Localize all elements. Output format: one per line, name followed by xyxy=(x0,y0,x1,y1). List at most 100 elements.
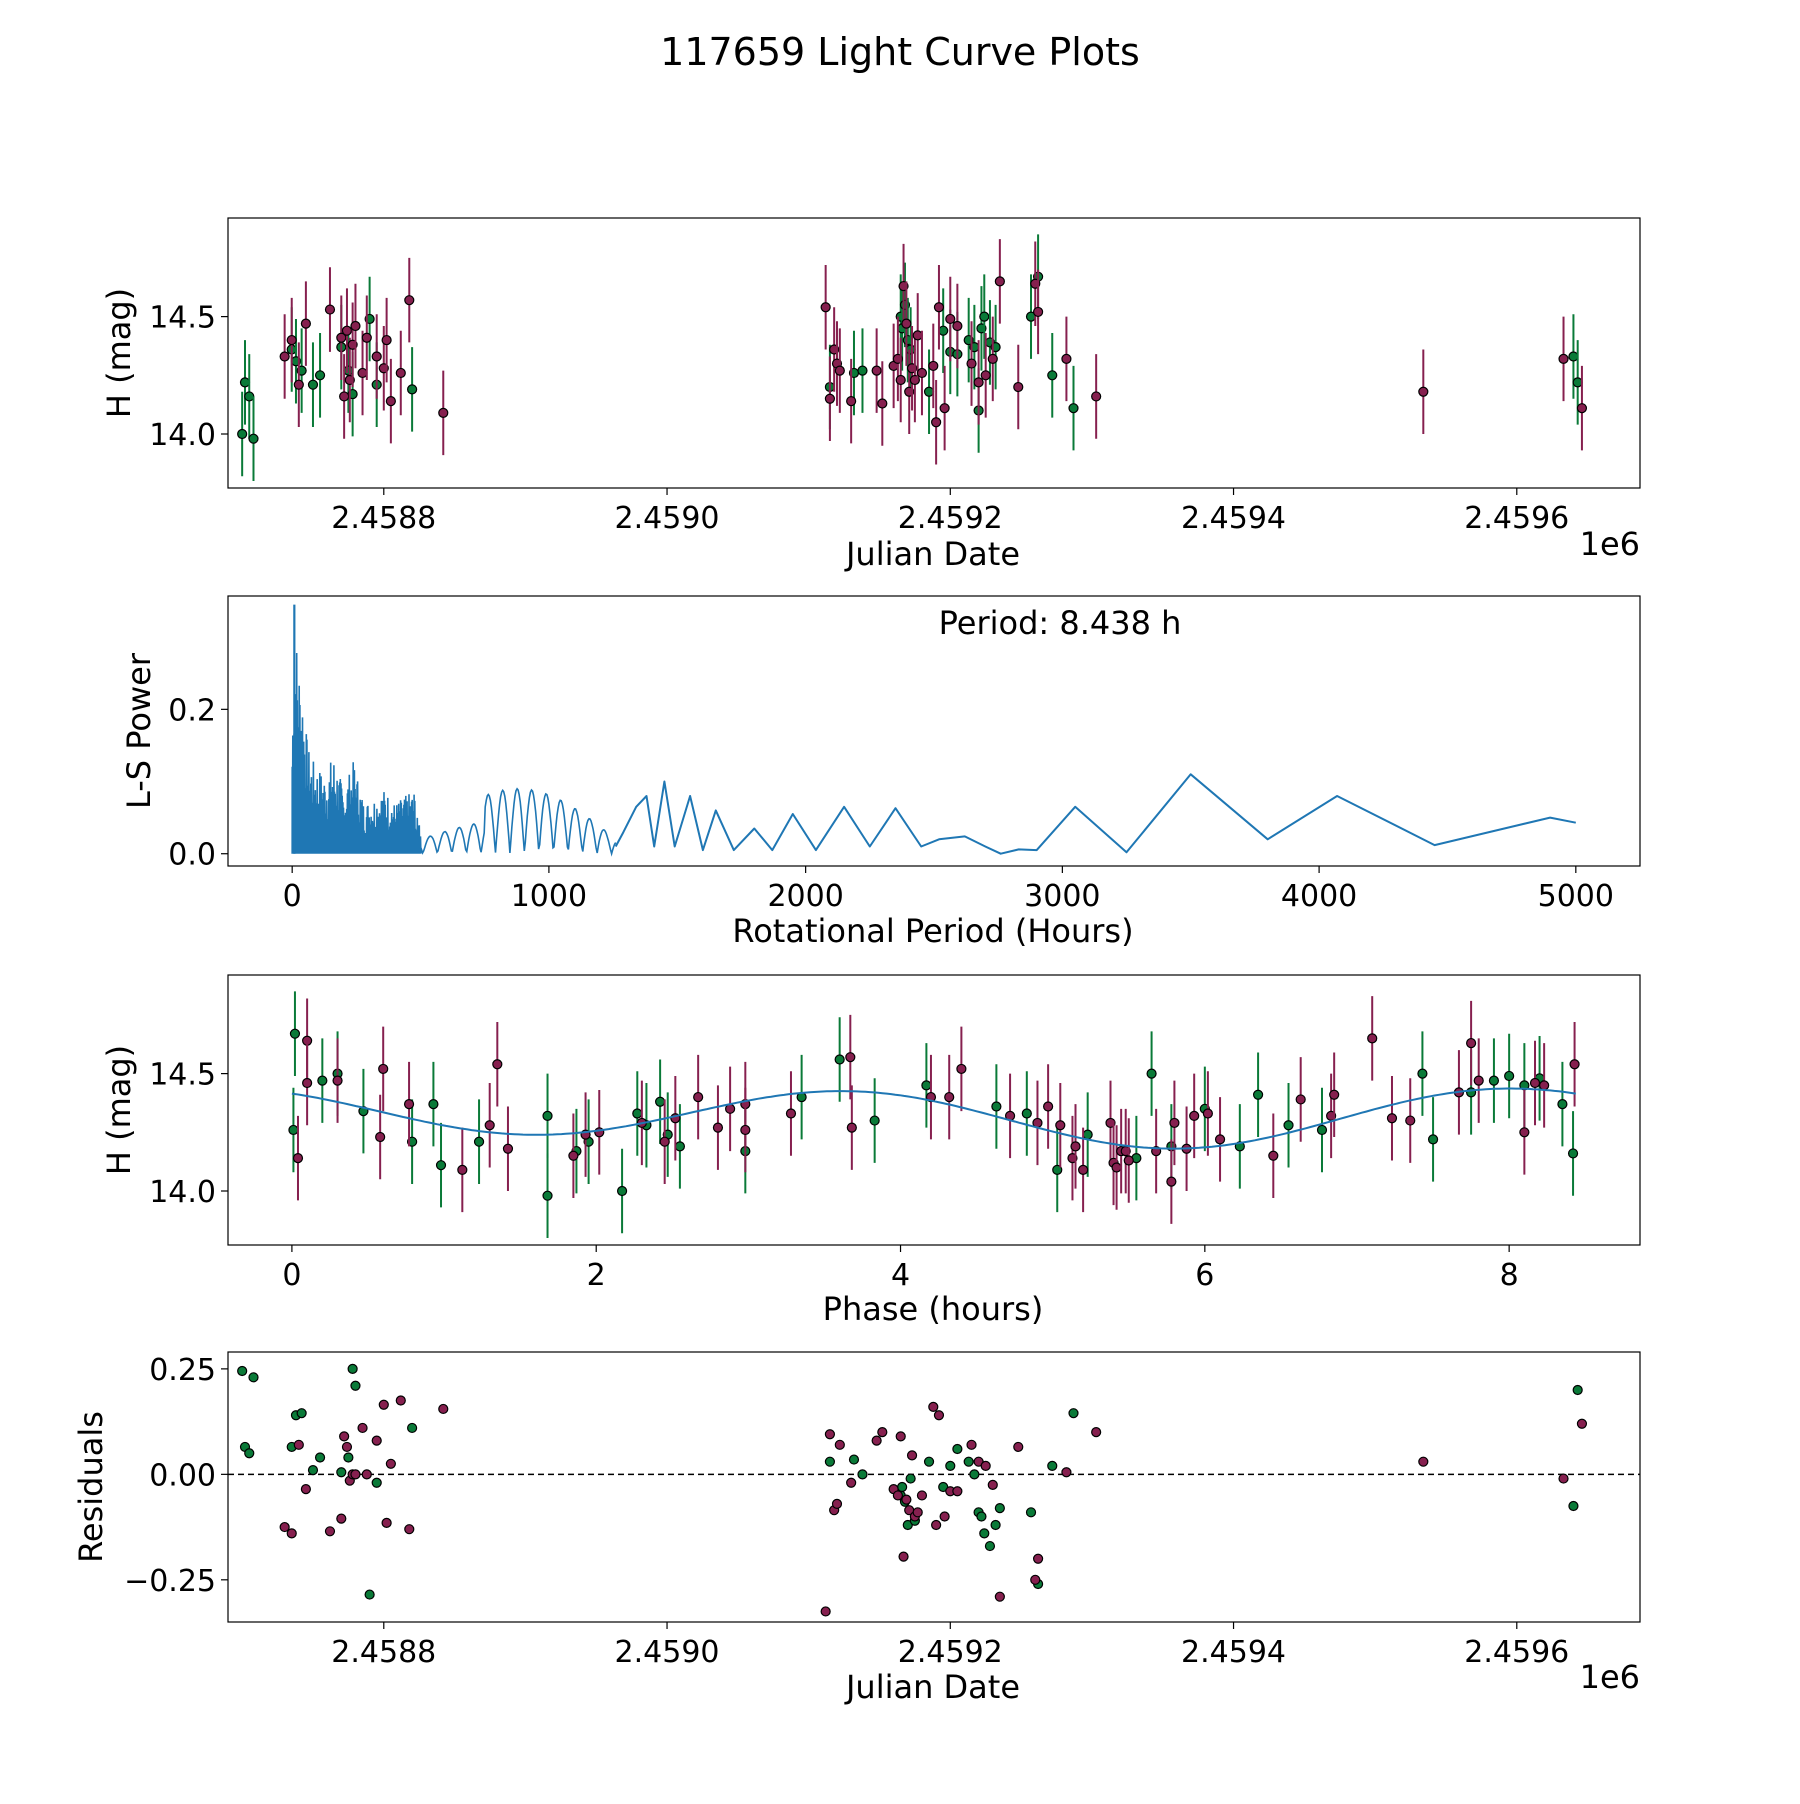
lightcurve-point-purple xyxy=(1061,353,1072,364)
residuals-point-purple xyxy=(831,1498,843,1509)
residuals-point-purple xyxy=(901,1494,912,1505)
phased-point-purple xyxy=(302,1077,313,1089)
lightcurve-point-purple xyxy=(395,367,406,379)
residuals-point-purple xyxy=(293,1439,304,1450)
residuals-point-purple xyxy=(820,1606,831,1617)
residuals-point-green xyxy=(1047,1460,1058,1472)
lightcurve-point-purple xyxy=(350,320,361,332)
phased-point-purple xyxy=(1169,1117,1180,1129)
periodogram-annotation: Period: 8.438 h xyxy=(939,604,1182,642)
phased-point-green xyxy=(1488,1075,1500,1086)
residuals-point-purple xyxy=(339,1431,350,1442)
residuals-ylabel: Residuals xyxy=(72,1411,110,1563)
phased-point-purple xyxy=(740,1124,751,1136)
lightcurve-ticks: 2.4588 2.4590 2.4592 2.4594 2.4596 14.0 14.5 xyxy=(149,301,1569,536)
residuals-point-green xyxy=(314,1452,326,1463)
residuals-point-purple xyxy=(286,1528,297,1539)
residuals-point-purple xyxy=(939,1511,950,1522)
lightcurve-point-purple xyxy=(933,302,945,313)
lightcurve-point-purple xyxy=(1418,386,1429,397)
residuals-point-green xyxy=(237,1365,248,1377)
residuals-point-purple xyxy=(404,1524,415,1535)
residuals-point-purple xyxy=(336,1513,347,1524)
periodogram-ticks: 0 1000 2000 3000 4000 5000 0.0 0.2 xyxy=(168,693,1614,914)
lightcurve-point-purple xyxy=(945,313,956,325)
residuals-point-green xyxy=(824,1456,836,1467)
periodogram-ytick-label: 0.2 xyxy=(168,693,216,728)
phased-xlabel: Phase (hours) xyxy=(823,1290,1044,1328)
lightcurve-point-green xyxy=(1047,370,1058,381)
residuals-point-green xyxy=(1568,1500,1579,1512)
residuals-point-green xyxy=(1572,1384,1583,1396)
phased-point-green xyxy=(288,1124,299,1136)
lightcurve-point-purple xyxy=(939,403,950,414)
residuals-point-purple xyxy=(1032,1553,1044,1564)
lightcurve-point-purple xyxy=(1576,403,1588,414)
phased-point-green xyxy=(632,1108,643,1119)
residuals-point-green xyxy=(371,1477,382,1488)
phased-point-purple xyxy=(1329,1089,1340,1100)
residuals-point-green xyxy=(248,1372,259,1383)
lightcurve-xtick-label: 2.4590 xyxy=(615,501,720,536)
residuals-xtick-label: 2.4594 xyxy=(1181,1635,1286,1670)
residuals-point-purple xyxy=(1576,1418,1588,1429)
lightcurve-point-purple xyxy=(931,417,942,428)
lightcurve-point-purple xyxy=(1013,381,1024,393)
phased-point-purple xyxy=(659,1136,670,1147)
residuals-point-green xyxy=(963,1456,974,1467)
phased-point-purple xyxy=(1043,1101,1054,1112)
lightcurve-point-green xyxy=(244,391,255,402)
lightcurve-point-green xyxy=(905,344,916,355)
lightcurve-point-purple xyxy=(871,365,882,376)
phased-xtick-label: 2 xyxy=(587,1258,606,1293)
phased-point-purple xyxy=(332,1075,343,1086)
periodogram-xtick-label: 0 xyxy=(283,879,302,914)
phased-point-purple xyxy=(693,1091,704,1103)
phased-point-green xyxy=(428,1099,439,1110)
lightcurve-point-purple xyxy=(1032,306,1044,318)
residuals-offset-label: 1e6 xyxy=(1580,1658,1640,1696)
lightcurve-point-purple xyxy=(980,370,991,381)
phased-point-purple xyxy=(1539,1080,1550,1091)
phased-point-purple xyxy=(1367,1033,1378,1044)
phased-point-purple xyxy=(378,1063,389,1075)
residuals-point-green xyxy=(984,1540,996,1552)
periodogram-panel: 0 1000 2000 3000 4000 5000 0.0 0.2 Period: 8.43… xyxy=(120,595,1641,950)
residuals-point-green xyxy=(990,1519,1001,1531)
phased-ticks: 0 2 4 6 8 14.0 14.5 xyxy=(149,1058,1518,1293)
phased-point-purple xyxy=(1295,1094,1306,1105)
lightcurve-point-green xyxy=(1572,377,1583,388)
phased-point-green xyxy=(655,1096,666,1107)
residuals-point-green xyxy=(1068,1408,1079,1419)
lightcurve-ylabel: H (mag) xyxy=(100,288,138,418)
phased-point-purple xyxy=(484,1120,495,1131)
phased-point-green xyxy=(1021,1108,1032,1119)
phased-point-green xyxy=(1427,1134,1439,1145)
residuals-marks xyxy=(228,1363,1640,1617)
lightcurve-point-purple xyxy=(336,332,347,343)
residuals-point-purple xyxy=(1030,1574,1041,1585)
residuals-point-purple xyxy=(350,1469,361,1480)
residuals-xtick-label: 2.4590 xyxy=(615,1635,720,1670)
residuals-point-purple xyxy=(987,1479,998,1490)
residuals-point-green xyxy=(945,1460,956,1472)
lightcurve-point-green xyxy=(239,377,251,388)
lightcurve-point-purple xyxy=(339,391,350,402)
phased-point-purple xyxy=(712,1122,724,1133)
lightcurve-point-green xyxy=(407,384,418,395)
residuals-point-green xyxy=(923,1456,935,1467)
phased-point-purple xyxy=(502,1143,514,1154)
residuals-point-green xyxy=(350,1380,361,1391)
lightcurve-point-purple xyxy=(361,332,372,343)
lightcurve-xtick-label: 2.4592 xyxy=(898,501,1003,536)
residuals-point-purple xyxy=(933,1410,945,1421)
phased-point-purple xyxy=(1405,1115,1416,1126)
lightcurve-point-green xyxy=(314,370,326,381)
phased-point-green xyxy=(1557,1099,1568,1110)
lightcurve-point-purple xyxy=(973,377,984,388)
phased-point-green xyxy=(616,1185,628,1197)
lightcurve-point-purple xyxy=(916,367,928,379)
phased-point-purple xyxy=(492,1059,503,1070)
phased-xtick-label: 4 xyxy=(891,1258,910,1293)
phased-point-purple xyxy=(956,1063,967,1075)
